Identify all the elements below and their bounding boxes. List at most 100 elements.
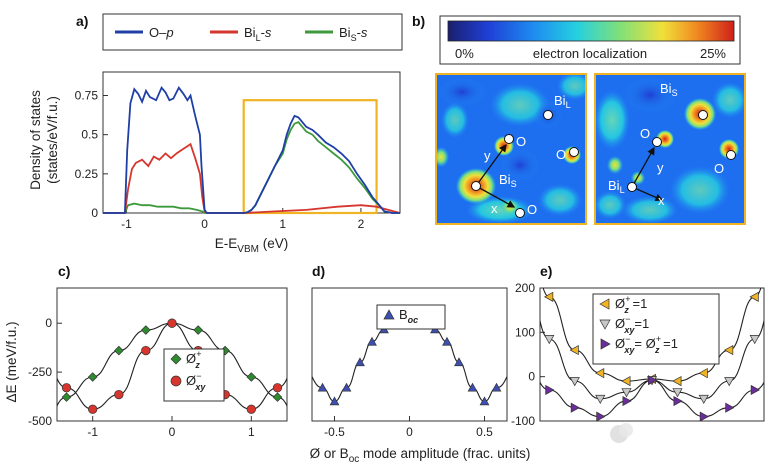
map-left-o2: O [556,147,566,162]
data-point-e [749,291,759,302]
data-point-e [569,344,579,356]
series-line-BiS-s [103,121,400,214]
map-left-site-top: BiL [554,93,571,110]
data-point-c [272,383,283,393]
data-point-d [367,336,377,346]
data-point-e [595,394,606,405]
data-point-e [622,395,632,407]
map-left-axis-x: x [491,201,498,216]
data-point-e [724,344,734,356]
data-point-e [596,411,606,422]
x-tick-label-a: -1 [121,217,132,231]
panel-a: -1 0 1 2 0 0.25 0.5 0.75 E-EVBM (eV) Density of s… [28,71,401,255]
panel-label-e: e) [540,263,552,279]
data-point-e [750,384,760,396]
colorbar-label: electron localization [533,46,647,61]
legend-marker-e [599,298,610,310]
y-axis-label-a-line1: Density of states [28,90,43,190]
data-point-c [167,318,177,328]
data-point-e [672,388,683,398]
data-point-d [317,382,328,392]
y-tick-label-e: 100 [515,325,535,339]
map-right-axis-y: y [657,160,664,175]
legend-marker-e [600,338,611,350]
data-point-c [141,345,151,356]
elf-map-right: BiS BiL O O y x [594,73,746,225]
fit-curve-Øxy-= Øz+ =1 [540,379,764,418]
map-left-o3: O [527,202,537,217]
data-point-e [621,388,632,398]
data-point-d [479,396,490,406]
data-point-e [595,368,605,379]
data-point-c [246,372,257,382]
x-tick-label-c: 1 [248,425,255,439]
legend-label-e: Ø+ z =1 [615,294,647,315]
data-point-c [87,372,98,382]
data-point-e [749,335,760,345]
y-tick-label-e: 0 [528,370,535,384]
shared-xlabel: Ø or Boc mode amplitude (frac. units) [310,446,531,465]
colorbar-gradient [447,20,735,42]
panel-d: -0.5 0 0.5 Boc [311,287,508,439]
data-point-c [114,345,124,356]
y-tick-label-a: 0 [91,206,98,220]
data-point-d [355,357,365,367]
data-point-e [544,335,555,345]
legend-marker-c [170,353,182,365]
plot-frame-e [539,287,765,422]
data-point-d [341,382,352,392]
watermark-text: npj计算材料学 [640,427,729,443]
y-tick-label-c: 0 [45,316,52,330]
watermark: npj计算材料学 [610,423,729,443]
map-right-axis-x: x [658,193,665,208]
data-point-c [88,404,98,414]
legend-label-e: Ø− xy=1 [615,314,649,335]
x-tick-label-a: 0 [201,217,208,231]
data-point-e [698,368,708,379]
data-point-c [272,392,283,402]
data-point-c [61,383,72,393]
y-tick-label-e: -100 [511,414,535,428]
legend-a: O–p BiL-s BiS-s [102,13,403,51]
data-point-c [246,404,256,414]
data-point-e [672,376,682,387]
map-right-o1: O [640,126,650,141]
legend-label-c: Ø− xy [186,371,206,392]
data-point-e [673,395,683,407]
legend-marker-d [383,309,395,320]
panel-label-d: d) [312,263,325,279]
data-point-c [114,389,124,400]
highlight-box-a [242,99,378,215]
series-line-O-p [103,86,400,214]
data-point-e [570,402,580,413]
data-point-e [621,376,631,387]
data-point-e [648,375,658,386]
y-tick-label-a: 0.25 [75,167,99,181]
legend-label-c: Ø+ z [186,349,201,370]
data-point-c [141,325,151,335]
x-tick-label-d: 0 [406,425,413,439]
plot-area-d [312,322,507,402]
colorbar-min-label: 0% [455,46,474,61]
data-point-d [454,357,464,367]
legend-marker-e [599,319,611,330]
y-axis-label-a-line2: (states/eV/f.u.) [45,96,60,184]
map-right-site-top: BiS [660,81,678,98]
y-tick-label-c: -250 [28,365,52,379]
legend-label-O-p: O–p [149,25,174,40]
x-tick-label-c: 0 [169,425,176,439]
map-left-site-mid: BiS [499,172,517,189]
data-point-d [467,382,478,392]
legend-label-BiS-s: BiS-s [339,25,368,43]
data-point-d [442,336,452,346]
data-point-c [61,392,72,402]
data-point-e [698,394,709,405]
data-point-e [724,377,735,387]
x-tick-label-a: 1 [279,217,286,231]
x-tick-label-d: -0.5 [324,425,345,439]
y-tick-label-a: 0.5 [81,128,98,142]
y-tick-label-a: 0.75 [75,89,99,103]
map-right-site-mid: BiL [608,178,625,195]
y-tick-label-c: -500 [28,414,52,428]
